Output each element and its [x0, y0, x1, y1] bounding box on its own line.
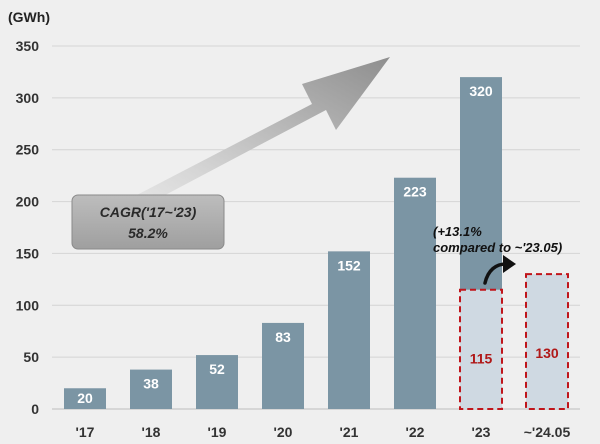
bar-value-label: 223 [403, 184, 427, 200]
bar-value-label: 83 [275, 329, 291, 345]
bar-value-label: 152 [337, 257, 361, 273]
x-tick-label: '19 [208, 424, 227, 440]
bar [64, 388, 106, 409]
y-tick-label: 100 [16, 297, 40, 313]
bar [328, 251, 370, 409]
y-tick-label: 350 [16, 38, 40, 54]
y-tick-label: 300 [16, 90, 40, 106]
y-tick-label: 150 [16, 245, 40, 261]
x-tick-label: '20 [274, 424, 293, 440]
y-tick-label: 0 [31, 401, 39, 417]
growth-note-line2: compared to ~'23.05) [433, 240, 562, 255]
y-tick-label: 200 [16, 194, 40, 210]
x-tick-label: ~'24.05 [524, 424, 571, 440]
bar-value-label: 20 [77, 390, 93, 406]
cagr-value: 58.2% [128, 225, 168, 241]
x-tick-label: '22 [406, 424, 425, 440]
x-axis-ticks: '17 '18 '19 '20 '21 '22 '23 ~'24.05 [76, 424, 571, 440]
highlight-value-label: 115 [470, 351, 493, 367]
highlight-bar [525, 273, 569, 410]
bar-value-label: 38 [143, 376, 159, 392]
highlight-bar [459, 288, 503, 411]
y-tick-label: 250 [16, 142, 40, 158]
bar-value-label: 320 [469, 83, 493, 99]
x-tick-label: '17 [76, 424, 95, 440]
x-tick-label: '21 [340, 424, 359, 440]
x-tick-label: '23 [472, 424, 491, 440]
cagr-callout: CAGR('17~'23) 58.2% [71, 194, 225, 250]
bar [130, 369, 172, 409]
growth-arrow-icon [85, 57, 390, 230]
y-axis-unit: (GWh) [8, 9, 50, 25]
x-tick-label: '18 [142, 424, 161, 440]
growth-note-line1: (+13.1% [433, 224, 482, 239]
highlight-value-label: 130 [535, 345, 559, 361]
y-tick-label: 50 [23, 349, 39, 365]
curved-arrow-head-icon [503, 255, 516, 273]
highlight-bars: 115 130 [459, 273, 569, 411]
growth-note: (+13.1% compared to ~'23.05) [433, 224, 562, 285]
bar [394, 177, 436, 409]
cagr-label: CAGR('17~'23) [100, 204, 197, 220]
bar [196, 355, 238, 409]
bar-value-label: 52 [209, 361, 225, 377]
y-axis-ticks: 0 50 100 150 200 250 300 350 [16, 38, 40, 417]
bar [262, 322, 304, 409]
